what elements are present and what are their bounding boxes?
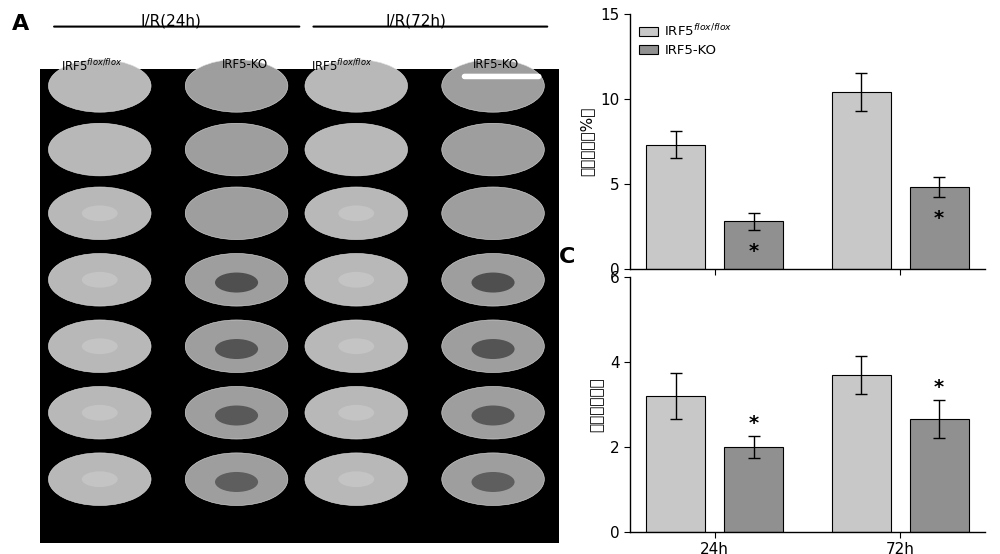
Ellipse shape xyxy=(305,187,408,239)
Y-axis label: 神经功能评分: 神经功能评分 xyxy=(589,377,604,432)
Ellipse shape xyxy=(185,187,288,239)
Ellipse shape xyxy=(185,253,288,306)
Text: I/R(72h): I/R(72h) xyxy=(386,14,447,29)
Bar xyxy=(910,419,969,532)
Ellipse shape xyxy=(305,453,408,505)
Bar xyxy=(646,396,705,532)
Ellipse shape xyxy=(472,472,515,492)
Ellipse shape xyxy=(472,273,515,293)
Ellipse shape xyxy=(185,123,288,176)
Ellipse shape xyxy=(305,386,408,439)
Text: I/R(24h): I/R(24h) xyxy=(141,14,201,29)
Ellipse shape xyxy=(472,339,515,359)
Ellipse shape xyxy=(305,320,408,373)
Text: B: B xyxy=(559,0,576,4)
Text: IRF5-KO: IRF5-KO xyxy=(473,58,519,71)
Ellipse shape xyxy=(82,206,118,221)
Ellipse shape xyxy=(185,386,288,439)
Ellipse shape xyxy=(48,453,151,505)
Ellipse shape xyxy=(442,59,544,112)
Ellipse shape xyxy=(215,406,258,425)
Ellipse shape xyxy=(215,339,258,359)
Bar xyxy=(724,221,783,269)
Ellipse shape xyxy=(48,123,151,176)
Ellipse shape xyxy=(338,206,374,221)
Y-axis label: 梗死体积（%）: 梗死体积（%） xyxy=(580,106,595,176)
Ellipse shape xyxy=(305,253,408,306)
Ellipse shape xyxy=(82,471,118,487)
Bar xyxy=(646,145,705,269)
Text: *: * xyxy=(749,242,759,260)
Ellipse shape xyxy=(442,123,544,176)
Ellipse shape xyxy=(338,272,374,288)
Ellipse shape xyxy=(48,187,151,239)
Ellipse shape xyxy=(442,187,544,239)
Ellipse shape xyxy=(48,59,151,112)
Ellipse shape xyxy=(48,386,151,439)
Ellipse shape xyxy=(442,453,544,505)
Text: A: A xyxy=(11,14,29,34)
Ellipse shape xyxy=(305,123,408,176)
Bar xyxy=(832,92,891,269)
Ellipse shape xyxy=(338,405,374,420)
Ellipse shape xyxy=(215,273,258,293)
Legend: IRF5$^{flox/flox}$, IRF5-KO: IRF5$^{flox/flox}$, IRF5-KO xyxy=(637,20,735,60)
Ellipse shape xyxy=(338,471,374,487)
Ellipse shape xyxy=(82,338,118,354)
Bar xyxy=(832,375,891,532)
Ellipse shape xyxy=(215,472,258,492)
Ellipse shape xyxy=(48,253,151,306)
Ellipse shape xyxy=(442,320,544,373)
FancyBboxPatch shape xyxy=(294,78,299,537)
Ellipse shape xyxy=(442,386,544,439)
Ellipse shape xyxy=(185,320,288,373)
Text: IRF5-KO: IRF5-KO xyxy=(222,58,268,71)
Ellipse shape xyxy=(82,405,118,420)
Ellipse shape xyxy=(185,453,288,505)
Text: IRF5$^{flox/flox}$: IRF5$^{flox/flox}$ xyxy=(311,58,373,74)
FancyBboxPatch shape xyxy=(40,69,559,543)
Text: *: * xyxy=(934,378,944,397)
Ellipse shape xyxy=(305,59,408,112)
Bar xyxy=(910,187,969,269)
Text: *: * xyxy=(934,209,944,228)
Ellipse shape xyxy=(48,320,151,373)
Ellipse shape xyxy=(185,59,288,112)
Bar xyxy=(724,447,783,532)
Text: IRF5$^{flox/flox}$: IRF5$^{flox/flox}$ xyxy=(61,58,122,74)
Ellipse shape xyxy=(82,272,118,288)
Text: *: * xyxy=(749,414,759,433)
Text: C: C xyxy=(559,247,575,267)
Ellipse shape xyxy=(338,338,374,354)
Ellipse shape xyxy=(472,406,515,425)
Ellipse shape xyxy=(442,253,544,306)
